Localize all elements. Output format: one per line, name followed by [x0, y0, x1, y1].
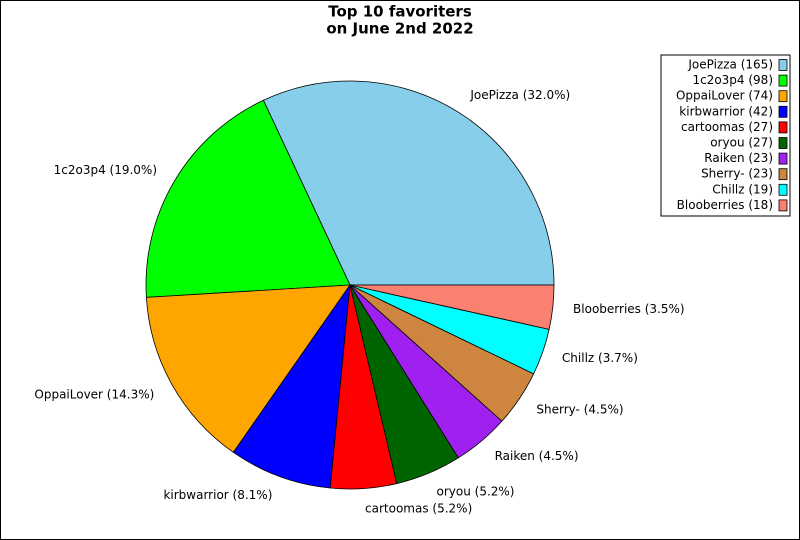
legend-swatch — [778, 168, 788, 181]
legend-swatch — [778, 152, 788, 165]
legend-swatch — [778, 59, 788, 71]
legend-swatch — [778, 90, 788, 103]
slice-label: Sherry- (4.5%) — [536, 402, 623, 416]
legend-swatch — [778, 183, 788, 196]
pie-slice — [349, 284, 555, 330]
legend-label: Raiken (23) — [704, 151, 773, 165]
legend-label: kirbwarrior (42) — [679, 104, 773, 118]
slice-label: OppaiLover (14.3%) — [34, 387, 154, 401]
legend-label: cartoomas (27) — [681, 120, 773, 134]
legend-swatch — [778, 121, 788, 134]
legend-label: Chillz (19) — [712, 182, 773, 196]
legend-swatch — [778, 199, 788, 212]
slice-label: Raiken (4.5%) — [495, 449, 579, 463]
slice-label: Blooberries (3.5%) — [573, 302, 685, 316]
legend-label: OppaiLover (74) — [676, 89, 773, 103]
legend-swatch — [778, 74, 788, 87]
legend-label: oryou (27) — [710, 136, 773, 150]
slice-label: Chillz (3.7%) — [562, 351, 638, 365]
pie-slice — [232, 283, 351, 489]
legend-label: Sherry- (23) — [701, 167, 773, 181]
legend-swatch — [778, 105, 788, 118]
slice-label: kirbwarrior (8.1%) — [163, 488, 272, 502]
slice-label: JoePizza (32.0%) — [469, 88, 570, 102]
slice-label: cartoomas (5.2%) — [365, 501, 472, 515]
pie-slice — [145, 99, 351, 298]
slice-label: 1c2o3p4 (19.0%) — [54, 163, 157, 177]
legend-label: Blooberries (18) — [677, 198, 773, 212]
chart-title: on June 2nd 2022 — [326, 20, 473, 38]
legend-label: JoePizza (165) — [687, 58, 773, 72]
pie-slice — [262, 80, 555, 286]
legend-label: 1c2o3p4 (98) — [692, 73, 773, 87]
legend-swatch — [778, 137, 788, 149]
pie-slice — [145, 284, 351, 453]
legend-box — [660, 54, 791, 217]
slice-label: oryou (5.2%) — [437, 485, 515, 499]
chart-title: Top 10 favoriters — [328, 3, 472, 21]
